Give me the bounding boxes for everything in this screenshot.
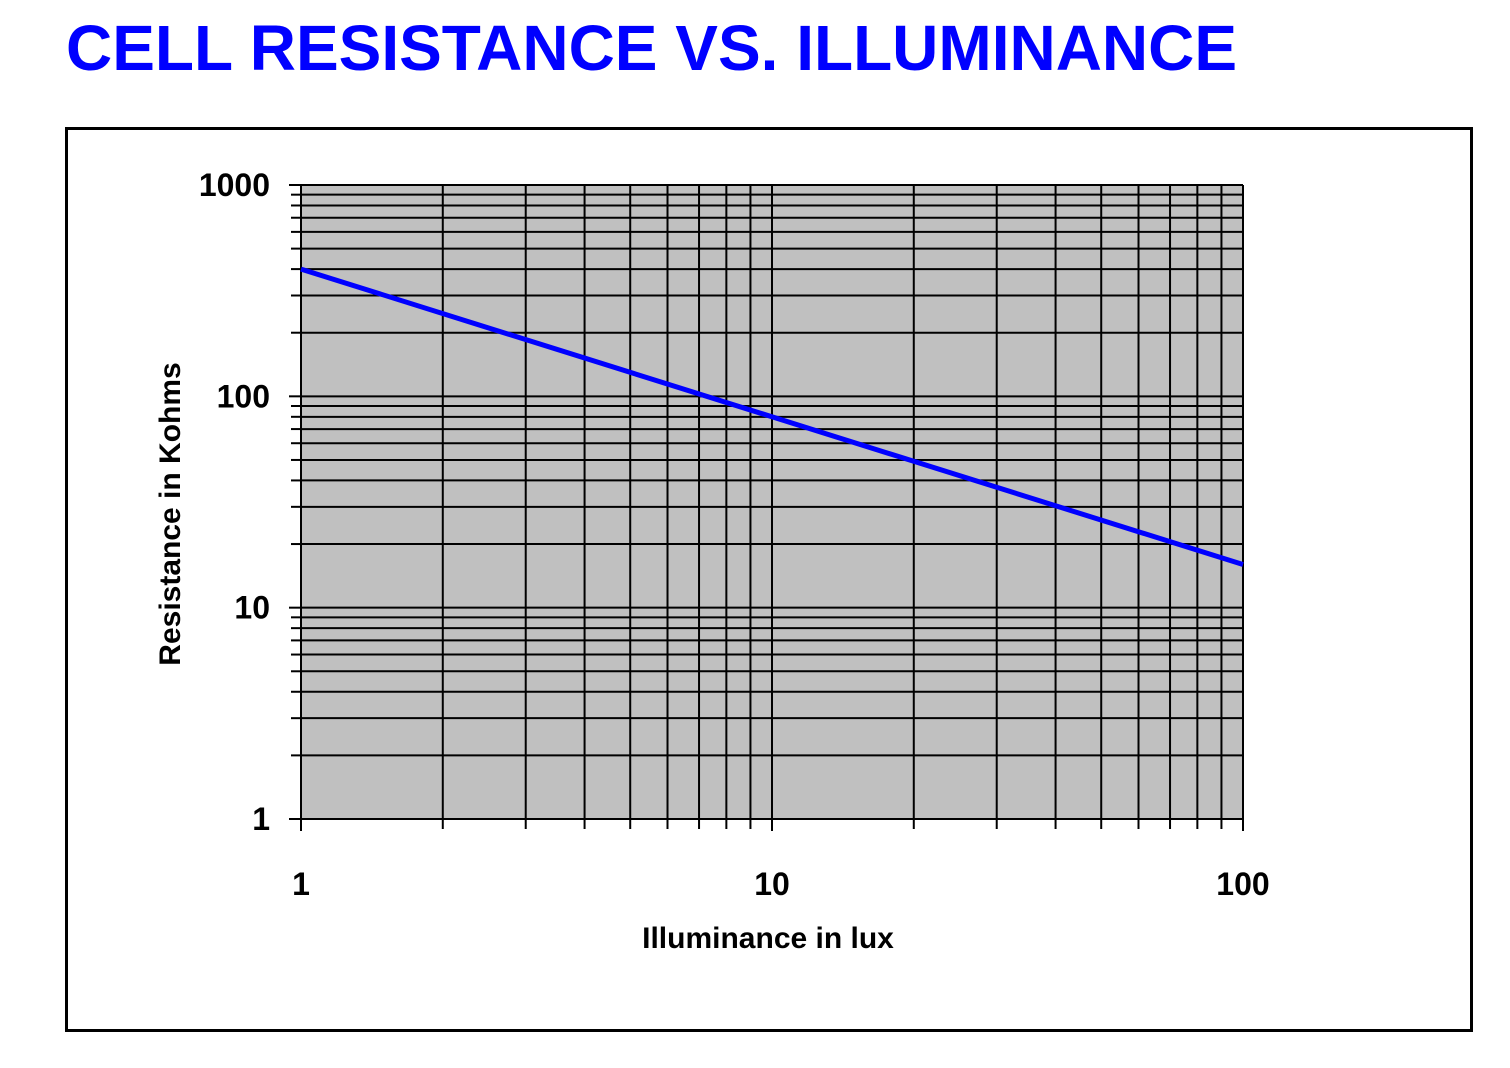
series-layer: [300, 266, 1244, 567]
grid: [300, 184, 1244, 820]
tick-labels: 1 10 100 1 10 100 1000: [199, 167, 1270, 902]
x-axis-label: Illuminance in lux: [642, 922, 894, 955]
y-tick-label: 100: [217, 378, 270, 414]
y-axis-label: Resistance in Kohms: [154, 362, 187, 665]
x-tick-label: 100: [1216, 866, 1269, 902]
series-line: [300, 266, 1244, 567]
y-tick-label: 1: [252, 801, 270, 837]
y-tick-label: 1000: [199, 167, 270, 203]
y-tick-label: 10: [234, 590, 270, 626]
x-tick-label: 1: [292, 866, 310, 902]
axis-ticks: [289, 184, 1244, 831]
page-title: CELL RESISTANCE VS. ILLUMINANCE: [66, 12, 1238, 84]
x-tick-label: 10: [754, 866, 790, 902]
